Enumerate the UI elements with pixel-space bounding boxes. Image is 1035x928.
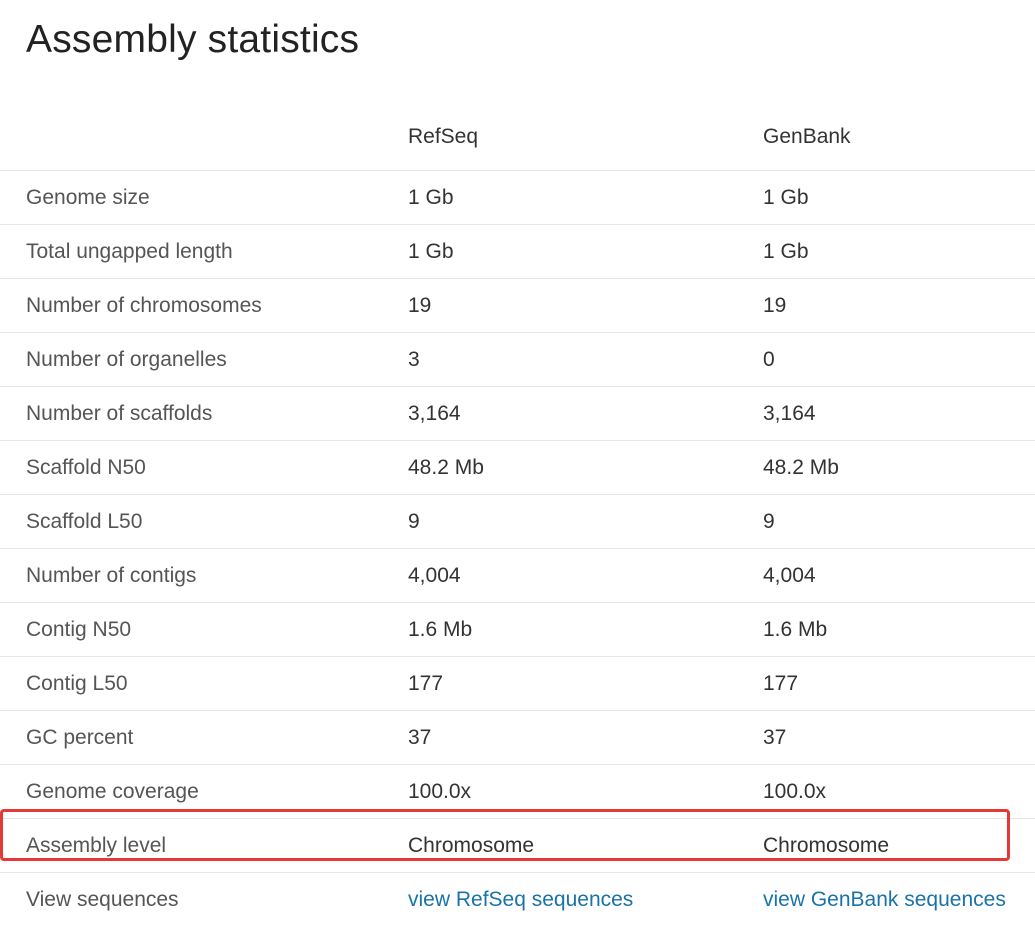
genbank-value: 1 Gb bbox=[763, 185, 809, 209]
row-label: GC percent bbox=[26, 725, 134, 749]
genbank-value: 1.6 Mb bbox=[763, 617, 828, 641]
table-row: Number of contigs 4,004 4,004 bbox=[0, 548, 1035, 603]
row-label: Total ungapped length bbox=[26, 239, 233, 263]
table-row: Number of chromosomes 19 19 bbox=[0, 278, 1035, 333]
refseq-value: 4,004 bbox=[408, 563, 461, 587]
table-row-view-sequences: View sequences view RefSeq sequences vie… bbox=[0, 872, 1035, 927]
assembly-statistics-table: RefSeq GenBank Genome size 1 Gb 1 Gb Tot… bbox=[0, 104, 1035, 926]
table-row: Contig L50 177 177 bbox=[0, 656, 1035, 711]
genbank-sequences-cell: view GenBank sequences bbox=[763, 873, 1035, 927]
header-empty bbox=[0, 104, 408, 171]
page-title: Assembly statistics bbox=[26, 18, 360, 61]
genbank-value: 48.2 Mb bbox=[763, 455, 839, 479]
refseq-value: 3 bbox=[408, 347, 420, 371]
genbank-value: 19 bbox=[763, 293, 787, 317]
genbank-value: 100.0x bbox=[763, 779, 827, 803]
row-label: Number of chromosomes bbox=[26, 293, 262, 317]
row-label: Contig L50 bbox=[26, 671, 128, 695]
refseq-value: 1.6 Mb bbox=[408, 617, 473, 641]
refseq-value: 3,164 bbox=[408, 401, 461, 425]
genbank-value: 0 bbox=[763, 347, 775, 371]
header-refseq: RefSeq bbox=[408, 125, 479, 148]
refseq-value: 100.0x bbox=[408, 779, 472, 803]
row-label: Scaffold N50 bbox=[26, 455, 146, 479]
row-label: Genome coverage bbox=[26, 779, 199, 803]
refseq-value: 37 bbox=[408, 725, 432, 749]
table-row: Genome coverage 100.0x 100.0x bbox=[0, 764, 1035, 819]
header-row: RefSeq GenBank bbox=[0, 104, 1035, 171]
view-refseq-sequences-link[interactable]: view RefSeq sequences bbox=[408, 887, 634, 911]
row-label: Genome size bbox=[26, 185, 150, 209]
table-row: Scaffold N50 48.2 Mb 48.2 Mb bbox=[0, 440, 1035, 495]
table-row: Total ungapped length 1 Gb 1 Gb bbox=[0, 224, 1035, 279]
genbank-value: 9 bbox=[763, 509, 775, 533]
genbank-value: 4,004 bbox=[763, 563, 816, 587]
refseq-value: 9 bbox=[408, 509, 420, 533]
table-row-assembly-level: Assembly level Chromosome Chromosome bbox=[0, 818, 1035, 873]
header-genbank: GenBank bbox=[763, 125, 851, 148]
refseq-value: 19 bbox=[408, 293, 432, 317]
table-row: Number of organelles 3 0 bbox=[0, 332, 1035, 387]
refseq-value: Chromosome bbox=[408, 833, 535, 857]
view-genbank-sequences-link[interactable]: view GenBank sequences bbox=[763, 887, 1006, 911]
refseq-sequences-cell: view RefSeq sequences bbox=[408, 873, 763, 927]
table-header: RefSeq GenBank bbox=[0, 104, 1035, 171]
row-label: Contig N50 bbox=[26, 617, 132, 641]
row-label: View sequences bbox=[26, 887, 179, 911]
refseq-value: 177 bbox=[408, 671, 444, 695]
genbank-value: 1 Gb bbox=[763, 239, 809, 263]
row-label: Number of contigs bbox=[26, 563, 197, 587]
row-label: Number of organelles bbox=[26, 347, 227, 371]
row-label: Number of scaffolds bbox=[26, 401, 213, 425]
table-row: Number of scaffolds 3,164 3,164 bbox=[0, 386, 1035, 441]
row-label: Assembly level bbox=[26, 833, 167, 857]
refseq-value: 48.2 Mb bbox=[408, 455, 484, 479]
row-label: Scaffold L50 bbox=[26, 509, 143, 533]
genbank-value: Chromosome bbox=[763, 833, 890, 857]
genbank-value: 177 bbox=[763, 671, 799, 695]
refseq-value: 1 Gb bbox=[408, 185, 454, 209]
table-row: Contig N50 1.6 Mb 1.6 Mb bbox=[0, 602, 1035, 657]
table-row: Genome size 1 Gb 1 Gb bbox=[0, 170, 1035, 225]
genbank-value: 37 bbox=[763, 725, 787, 749]
refseq-value: 1 Gb bbox=[408, 239, 454, 263]
genbank-value: 3,164 bbox=[763, 401, 816, 425]
table-body: Genome size 1 Gb 1 Gb Total ungapped len… bbox=[0, 170, 1035, 927]
table-row: Scaffold L50 9 9 bbox=[0, 494, 1035, 549]
table-row: GC percent 37 37 bbox=[0, 710, 1035, 765]
